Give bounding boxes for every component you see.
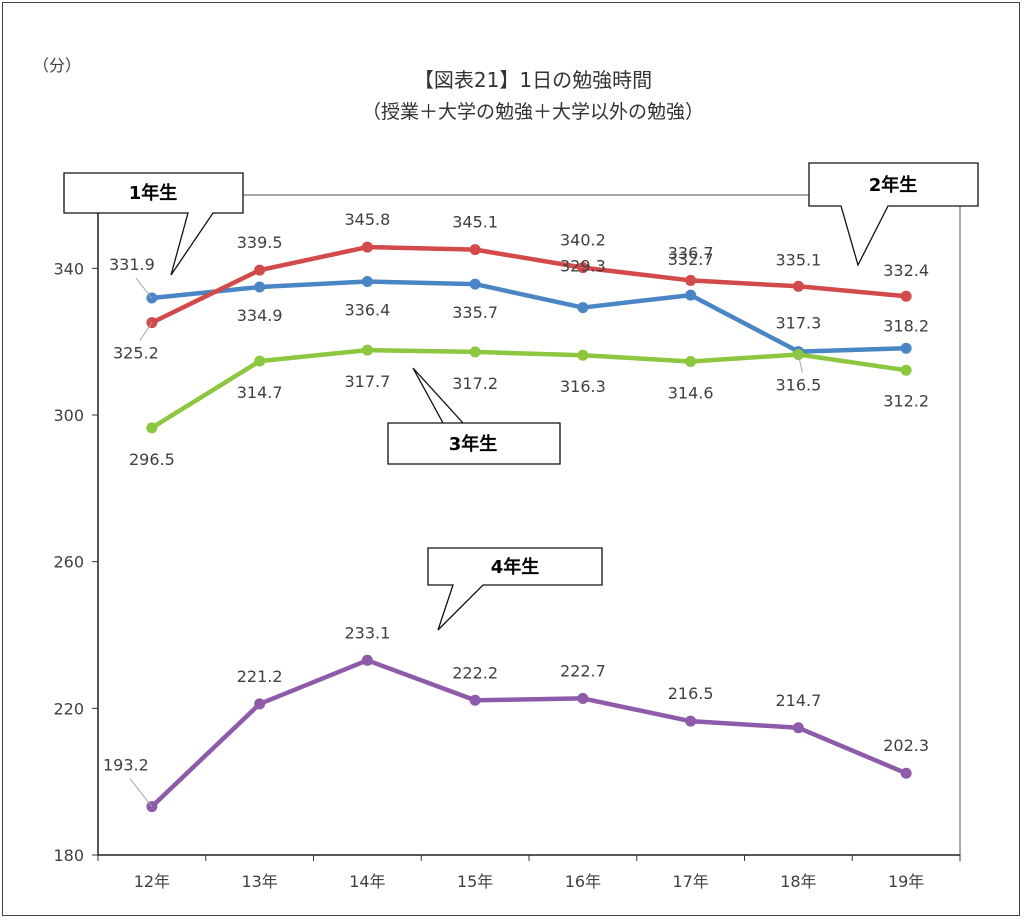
legend-label: 2年生: [869, 174, 918, 196]
data-label: 340.2: [560, 231, 606, 250]
series-3-point: [900, 364, 912, 376]
chart-subtitle: （授業＋大学の勉強＋大学以外の勉強）: [362, 101, 704, 123]
data-label: 332.7: [668, 250, 714, 269]
y-axis-unit: （分）: [33, 56, 81, 75]
series-2-point: [900, 290, 912, 302]
data-label: 345.8: [344, 210, 390, 229]
data-label: 325.2: [113, 344, 159, 363]
leader-line: [135, 277, 153, 299]
series-line-2: [150, 244, 907, 325]
y-tick-label: 260: [53, 553, 84, 572]
series-2-point: [254, 264, 266, 276]
legend-callout-box: [808, 162, 979, 267]
series-3-point: [577, 349, 589, 361]
series-line-1: [151, 279, 907, 354]
series-3-point: [254, 355, 266, 367]
x-tick-label: 14年: [349, 872, 385, 891]
series-4-point: [361, 654, 373, 666]
x-tick-label: 16年: [565, 872, 601, 891]
data-label: 336.4: [344, 301, 390, 320]
x-tick-label: 19年: [888, 872, 924, 891]
series-1-point: [254, 281, 266, 293]
data-label: 222.7: [560, 661, 606, 680]
series-3-point: [361, 344, 373, 356]
data-label: 335.7: [452, 303, 498, 322]
leader-line: [139, 322, 153, 341]
legend-callouts: 1年生 2年生 3年生 4年生: [63, 162, 979, 631]
data-label: 312.2: [883, 391, 929, 410]
data-label: 314.6: [668, 383, 714, 402]
series-line-3: [150, 347, 907, 430]
series-4-point: [792, 722, 804, 734]
data-label: 317.2: [452, 374, 498, 393]
legend-label: 4年生: [491, 556, 540, 578]
data-label: 332.4: [883, 261, 929, 280]
data-label: 296.5: [129, 450, 175, 469]
series-1-point: [361, 276, 373, 288]
y-tick-label: 300: [53, 406, 84, 425]
leader-line: [129, 778, 153, 807]
data-label: 233.1: [344, 623, 390, 642]
series-4-point: [900, 767, 912, 779]
legend-label: 3年生: [449, 433, 498, 455]
series-1-point: [685, 289, 697, 301]
data-label: 345.1: [452, 213, 498, 232]
legend-label: 1年生: [129, 182, 178, 204]
data-label: 314.7: [237, 383, 283, 402]
x-tick-label: 13年: [241, 872, 277, 891]
y-tick-label: 220: [53, 699, 84, 718]
series-4-point: [577, 692, 589, 704]
data-label: 317.7: [344, 372, 390, 391]
data-label: 202.3: [883, 736, 929, 755]
series-2-point: [361, 241, 373, 253]
data-label: 193.2: [103, 756, 149, 775]
series-4-point: [254, 698, 266, 710]
data-label: 317.3: [775, 314, 821, 333]
series-layer: [146, 241, 912, 813]
data-label: 221.2: [237, 667, 283, 686]
data-label: 329.3: [560, 257, 606, 276]
series-1-point: [469, 278, 481, 290]
series-2-point: [685, 274, 697, 286]
series-4-point: [685, 715, 697, 727]
data-label: 339.5: [237, 233, 283, 252]
data-label: 216.5: [668, 684, 714, 703]
data-label: 331.9: [109, 255, 155, 274]
series-3-point: [469, 346, 481, 358]
x-tick-label: 15年: [457, 872, 493, 891]
data-label: 336.7: [668, 243, 714, 262]
y-tick-label: 340: [53, 259, 84, 278]
data-label: 316.3: [560, 377, 606, 396]
x-tick-label: 12年: [134, 872, 170, 891]
leader-line: [797, 354, 803, 373]
line-chart: （分） 【図表21】1日の勉強時間 （授業＋大学の勉強＋大学以外の勉強） 180…: [33, 56, 979, 891]
series-2-point: [469, 244, 481, 256]
data-label: 318.2: [883, 316, 929, 335]
y-tick-label: 180: [53, 846, 84, 865]
series-1-point: [577, 302, 589, 314]
legend-callout-box: [387, 367, 561, 465]
data-label: 214.7: [775, 691, 821, 710]
series-2-point: [792, 280, 804, 292]
data-labels-layer: 331.9 334.9 336.4 335.7 329.3 332.7 317.3 318.2…: [103, 210, 929, 807]
series-3-point: [685, 355, 697, 367]
data-label: 335.1: [775, 250, 821, 269]
x-tick-label: 17年: [672, 872, 708, 891]
series-4-point: [469, 694, 481, 706]
legend-callout-box: [63, 172, 244, 276]
series-line-4: [150, 658, 907, 809]
data-label: 222.2: [452, 663, 498, 682]
x-tick-label: 18年: [780, 872, 816, 891]
chart-title: 【図表21】1日の勉強時間: [414, 68, 652, 92]
data-label: 334.9: [237, 306, 283, 325]
axes: 180 220 260 300 340 12年 13年 14年 15年 16年 17年 18年 19年: [53, 194, 961, 891]
series-2-point: [577, 262, 589, 274]
data-label: 316.5: [775, 376, 821, 395]
series-3-point: [146, 422, 158, 434]
series-1-point: [900, 342, 912, 354]
legend-callout-box: [427, 547, 603, 631]
